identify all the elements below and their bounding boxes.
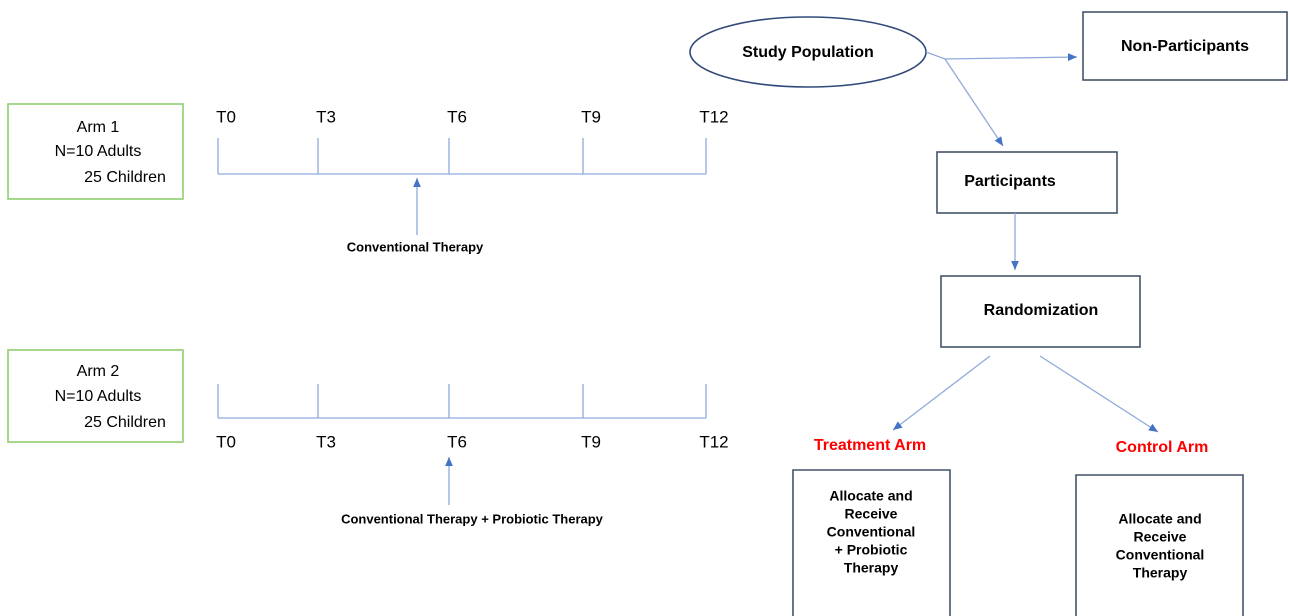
timepoint-label: T3 [316,107,336,126]
participants-label: Participants [964,173,1056,190]
intervention-label: Conventional Therapy [347,239,484,254]
arm-label: 25 Children [84,414,166,431]
timepoint-label: T9 [581,107,601,126]
arrow [944,58,1004,147]
arm-description: + Probiotic [835,542,908,558]
randomization-label: Randomization [984,302,1099,319]
arm-label: N=10 Adults [55,143,142,160]
population-label: Study Population [742,44,874,61]
arrow [925,51,1078,62]
arm-description: Therapy [844,560,899,576]
non-participants-label: Non-Participants [1121,38,1249,55]
arm-box [1075,474,1244,616]
timepoint-label: T12 [699,107,728,126]
arm-name: Treatment Arm [814,437,926,454]
arm-label: N=10 Adults [55,388,142,405]
randomization-box [940,275,1141,348]
arrow [1039,355,1159,433]
arm-label: 25 Children [84,169,166,186]
arm-label: Arm 2 [77,363,120,380]
arm-label: Arm 1 [77,119,120,136]
arm-description: Allocate and [1118,511,1201,527]
timepoint-label: T12 [699,432,728,451]
non-participants-box [1082,11,1288,81]
arm-description: Conventional [827,524,916,540]
timepoint-label: T3 [316,432,336,451]
arm-description: Allocate and [829,488,912,504]
arm-description: Conventional [1116,547,1205,563]
arm-description: Therapy [1133,565,1188,581]
allocation-arms: Treatment Arm Allocate and Receive Conventi… [792,437,1244,616]
arm-name: Control Arm [1116,439,1209,456]
arm-box [7,349,184,443]
timepoint-label: T0 [216,432,236,451]
timepoint-label: T0 [216,107,236,126]
arm-box [792,469,951,616]
arm-description: Receive [1134,529,1187,545]
timepoint-label: T6 [447,107,467,126]
arm-box [7,103,184,200]
participants-box [936,151,1118,214]
intervention-label: Conventional Therapy + Probiotic Therapy [341,511,604,526]
timepoint-label: T9 [581,432,601,451]
timepoint-label: T6 [447,432,467,451]
arrow [892,355,991,431]
timeline-arms: Arm 1 N=10 Adults 25 Children T0 T3 T6 T9 T12 Co… [7,103,729,526]
arm-description: Receive [845,506,898,522]
